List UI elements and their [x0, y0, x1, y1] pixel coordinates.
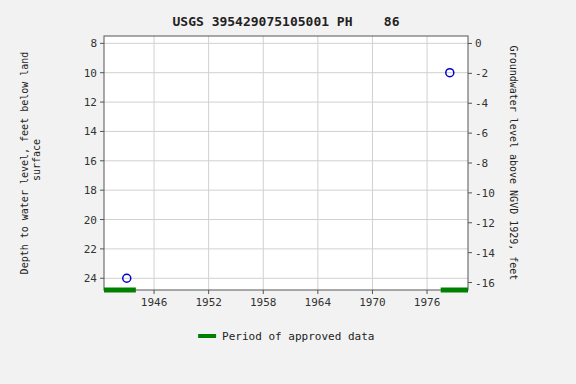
tick-y [100, 219, 104, 220]
tick-label-y2: -2 [475, 67, 488, 80]
grid-line-y [104, 278, 468, 279]
grid-line-x [427, 36, 428, 290]
tick-label-y2: 0 [475, 37, 482, 50]
tick-y2 [468, 163, 472, 164]
axes: 1946 1952 1958 1964 1970 1976 8 10 12 14 16 18 20 22 2… [84, 36, 495, 309]
y-axis-label-line: surface [31, 139, 42, 187]
grid-line-x [263, 36, 264, 290]
approved-period-line [104, 288, 468, 293]
tick-x [263, 290, 264, 294]
tick-y [100, 160, 104, 161]
grid-line-y [104, 190, 468, 191]
tick-label-y: 18 [84, 184, 97, 197]
tick-label-y2: -4 [475, 97, 489, 110]
y2-axis-label: Groundwater level above NGVD 1929, feet [508, 46, 519, 281]
plot-frame [104, 36, 468, 290]
tick-label-x: 1964 [305, 296, 332, 309]
grid-line-y [104, 131, 468, 132]
chart: 1946 1952 1958 1964 1970 1976 8 10 12 14 16 18 20 22 2… [0, 0, 576, 384]
tick-label-y: 20 [84, 214, 97, 227]
plot-area [104, 36, 468, 290]
grid-line-y [104, 72, 468, 73]
tick-label-y: 24 [84, 272, 98, 285]
tick-label-x: 1952 [195, 296, 222, 309]
legend-swatch [198, 334, 216, 338]
tick-y2 [468, 73, 472, 74]
tick-y2 [468, 43, 472, 44]
tick-label-y2: -10 [475, 187, 495, 200]
tick-label-x: 1946 [141, 296, 168, 309]
data-point [123, 274, 131, 282]
tick-label-x: 1970 [359, 296, 386, 309]
tick-y [100, 190, 104, 191]
grid-line-y [104, 160, 468, 161]
grid [104, 36, 468, 290]
tick-y2 [468, 103, 472, 104]
tick-y2 [468, 133, 472, 134]
tick-y2 [468, 192, 472, 193]
tick-y [100, 102, 104, 103]
tick-y [100, 72, 104, 73]
tick-x [317, 290, 318, 294]
tick-label-y: 16 [84, 155, 97, 168]
tick-y2 [468, 282, 472, 283]
tick-y [100, 43, 104, 44]
tick-label-y: 14 [84, 125, 98, 138]
tick-label-y: 10 [84, 67, 97, 80]
y-axis-label-line: Depth to water level, feet below land [19, 52, 30, 275]
tick-label-y: 12 [84, 96, 97, 109]
tick-label-y2: -14 [475, 247, 495, 260]
tick-y2 [468, 222, 472, 223]
tick-y [100, 248, 104, 249]
legend: Period of approved data [198, 330, 374, 343]
tick-label-y: 22 [84, 243, 97, 256]
title: USGS 395429075105001 PH 86 [173, 14, 400, 29]
data [104, 69, 468, 290]
tick-label-x: 1976 [414, 296, 441, 309]
tick-label-y: 8 [90, 37, 97, 50]
tick-label-y2: -12 [475, 217, 495, 230]
tick-y [100, 131, 104, 132]
grid-line-x [154, 36, 155, 290]
tick-label-y2: -6 [475, 127, 488, 140]
grid-line-y [104, 43, 468, 44]
tick-label-x: 1958 [250, 296, 277, 309]
tick-label-y2: -8 [475, 157, 488, 170]
tick-x [427, 290, 428, 294]
background [0, 0, 576, 384]
tick-label-y2: -16 [475, 277, 495, 290]
legend-label: Period of approved data [222, 330, 374, 343]
y-axis-label: Depth to water level, feet below land su… [19, 52, 42, 275]
grid-line-y [104, 248, 468, 249]
grid-line-x [208, 36, 209, 290]
tick-y2 [468, 252, 472, 253]
data-point [446, 69, 454, 77]
grid-line-y [104, 219, 468, 220]
grid-line-y [104, 102, 468, 103]
grid-line-x [372, 36, 373, 290]
tick-x [154, 290, 155, 294]
tick-x [208, 290, 209, 294]
tick-x [372, 290, 373, 294]
tick-y [100, 278, 104, 279]
grid-line-x [317, 36, 318, 290]
